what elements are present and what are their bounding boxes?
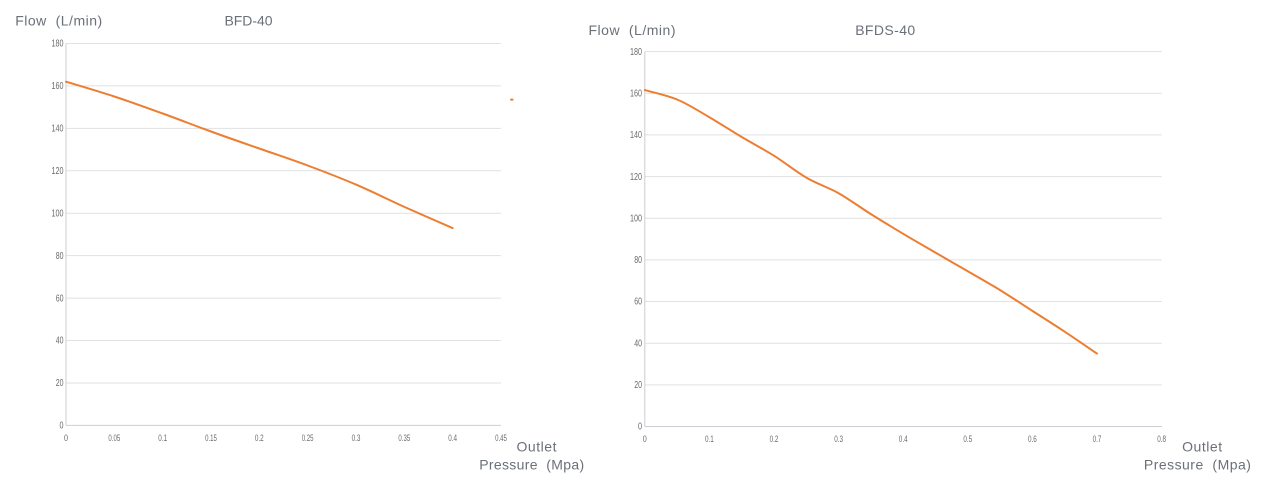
svg-text:Pressure (Mpa): Pressure (Mpa) — [479, 457, 584, 473]
svg-text:0.25: 0.25 — [302, 433, 314, 444]
svg-text:0.3: 0.3 — [352, 433, 361, 444]
svg-text:0.7: 0.7 — [1093, 434, 1102, 445]
svg-text:0.2: 0.2 — [770, 434, 779, 445]
svg-text:0.5: 0.5 — [963, 434, 972, 445]
svg-text:0.8: 0.8 — [1157, 434, 1166, 445]
svg-text:Outlet: Outlet — [1182, 438, 1222, 454]
svg-text:Outlet: Outlet — [517, 438, 557, 454]
svg-text:80: 80 — [634, 255, 642, 266]
svg-text:0.15: 0.15 — [205, 433, 217, 444]
svg-text:60: 60 — [634, 297, 642, 308]
svg-text:40: 40 — [56, 336, 64, 347]
svg-text:100: 100 — [52, 208, 64, 219]
svg-text:0.4: 0.4 — [448, 433, 457, 444]
svg-text:40: 40 — [634, 338, 642, 349]
svg-text:0.6: 0.6 — [1028, 434, 1037, 445]
svg-text:Flow (L/min): Flow (L/min) — [589, 22, 676, 38]
svg-text:0.45: 0.45 — [495, 433, 507, 444]
svg-text:BFDS-40: BFDS-40 — [855, 22, 915, 38]
svg-text:0.3: 0.3 — [834, 434, 843, 445]
svg-text:BFD-40: BFD-40 — [225, 13, 273, 29]
svg-text:0.05: 0.05 — [108, 433, 120, 444]
svg-text:120: 120 — [630, 172, 642, 183]
svg-text:0.4: 0.4 — [899, 434, 908, 445]
svg-text:60: 60 — [56, 293, 64, 304]
svg-text:0: 0 — [638, 422, 642, 433]
svg-text:20: 20 — [634, 380, 642, 391]
svg-text:160: 160 — [630, 88, 642, 99]
svg-text:120: 120 — [52, 166, 64, 177]
svg-text:0: 0 — [60, 421, 64, 432]
svg-text:Pressure (Mpa): Pressure (Mpa) — [1144, 457, 1251, 473]
svg-text:0.35: 0.35 — [398, 433, 410, 444]
svg-text:0.1: 0.1 — [158, 433, 167, 444]
svg-text:20: 20 — [56, 378, 64, 389]
svg-text:100: 100 — [630, 213, 642, 224]
svg-text:180: 180 — [52, 39, 64, 50]
svg-text:0: 0 — [64, 433, 68, 444]
svg-text:80: 80 — [56, 251, 64, 262]
svg-text:0: 0 — [643, 434, 647, 445]
svg-text:140: 140 — [630, 130, 642, 141]
svg-text:140: 140 — [52, 124, 64, 135]
svg-text:0.1: 0.1 — [705, 434, 714, 445]
svg-text:0.2: 0.2 — [255, 433, 264, 444]
svg-text:180: 180 — [630, 47, 642, 58]
svg-text:Flow (L/min): Flow (L/min) — [15, 13, 102, 29]
svg-text:160: 160 — [52, 81, 64, 92]
